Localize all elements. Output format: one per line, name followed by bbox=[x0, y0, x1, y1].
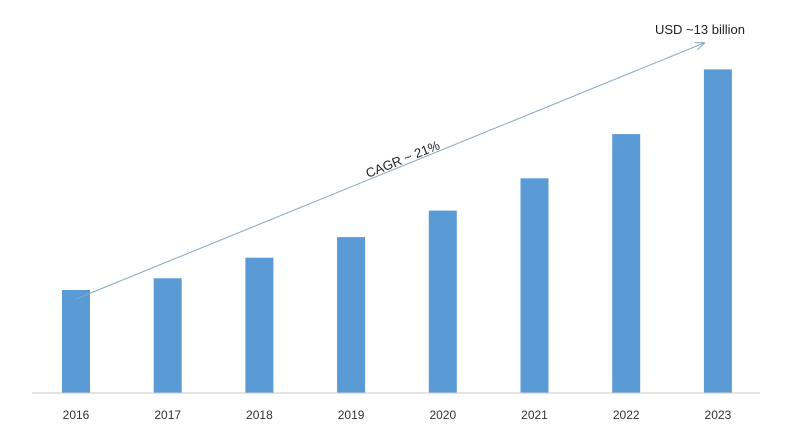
x-tick-label-2020: 2020 bbox=[429, 408, 456, 422]
bar-2022 bbox=[612, 134, 641, 393]
x-tick-label-2021: 2021 bbox=[521, 408, 548, 422]
end-value-annotation: USD ~13 billion bbox=[655, 22, 745, 37]
bar-2019 bbox=[337, 237, 366, 393]
bar-2017 bbox=[153, 278, 182, 393]
x-tick-labels: 2016 2017 2018 2019 2020 2021 2022 2023 bbox=[63, 408, 732, 422]
x-tick-label-2017: 2017 bbox=[154, 408, 181, 422]
bar-2018 bbox=[245, 257, 274, 393]
x-tick-label-2022: 2022 bbox=[613, 408, 640, 422]
bar-2016 bbox=[62, 290, 90, 393]
x-tick-label-2019: 2019 bbox=[338, 408, 365, 422]
trend-arrow bbox=[75, 43, 704, 300]
x-tick-label-2023: 2023 bbox=[705, 408, 732, 422]
x-tick-label-2018: 2018 bbox=[246, 408, 273, 422]
bar-2020 bbox=[428, 210, 457, 393]
bar-2021 bbox=[520, 178, 549, 393]
bar-2023 bbox=[703, 69, 732, 394]
x-tick-label-2016: 2016 bbox=[63, 408, 90, 422]
bars-group bbox=[62, 69, 732, 394]
cagr-annotation: CAGR ~ 21% bbox=[364, 137, 443, 180]
